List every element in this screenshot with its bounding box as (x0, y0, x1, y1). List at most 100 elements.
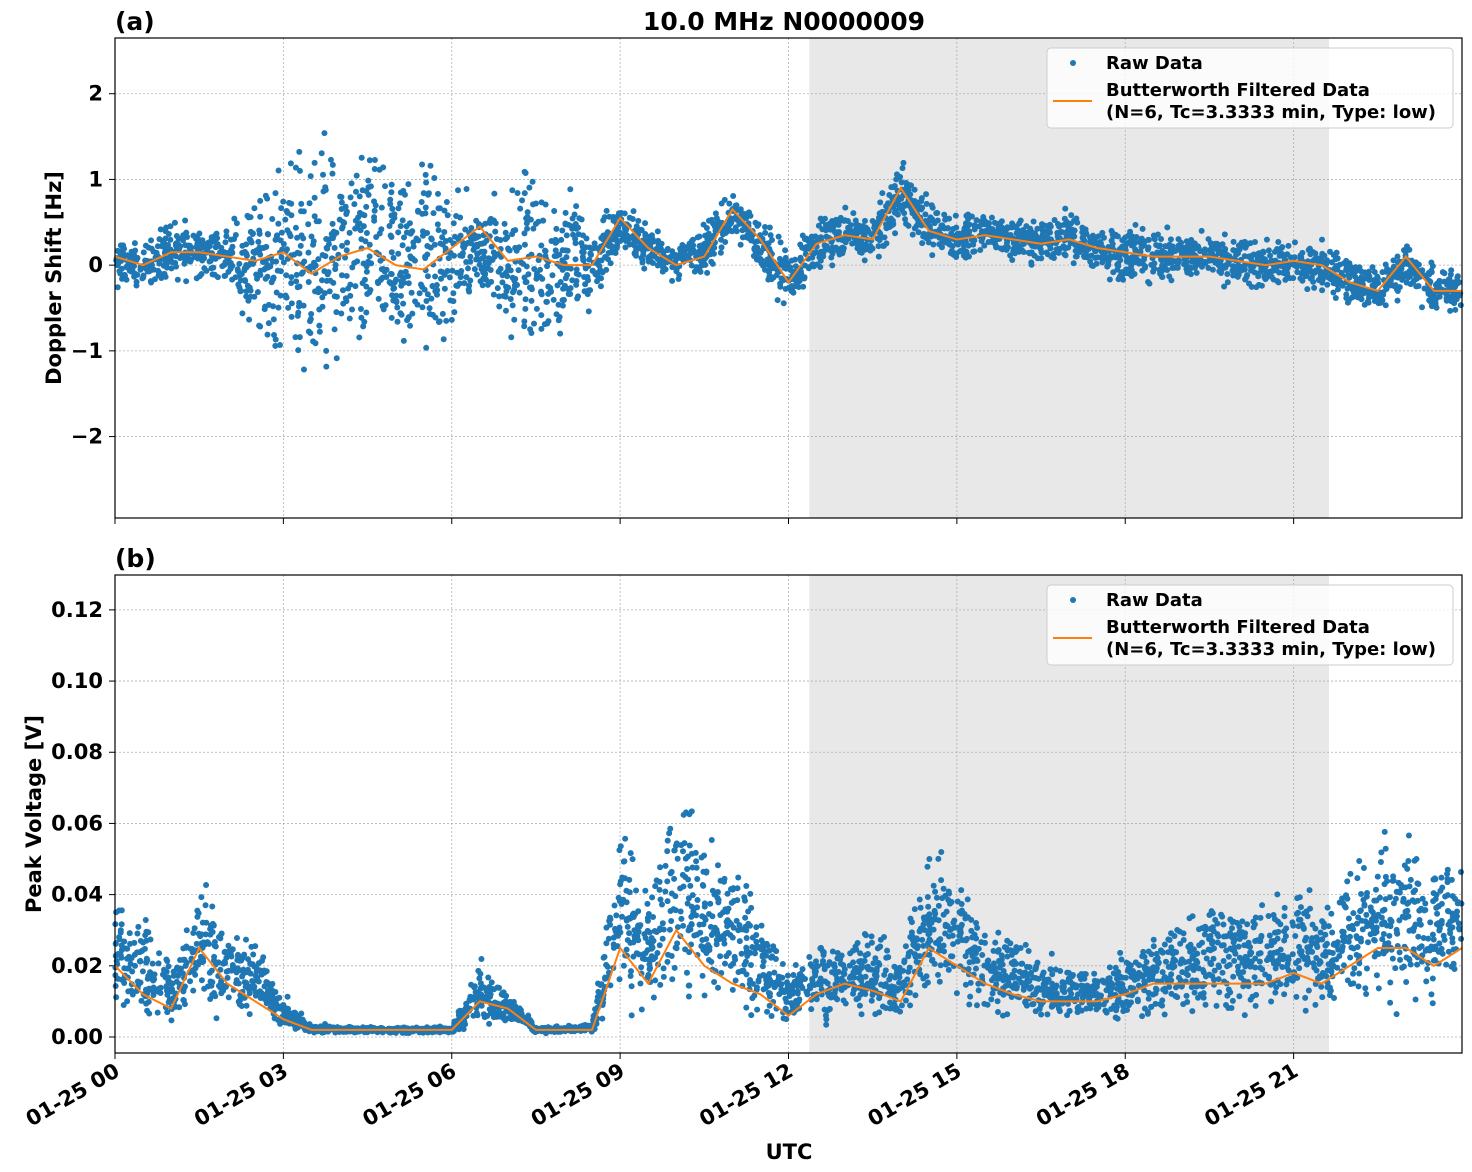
raw-data-point (923, 191, 930, 198)
raw-data-point (583, 235, 590, 242)
raw-data-point (511, 316, 518, 323)
raw-data-point (652, 883, 659, 890)
raw-data-point (693, 864, 700, 871)
raw-data-point (483, 993, 490, 1000)
raw-data-point (613, 912, 620, 919)
raw-data-point (512, 244, 519, 251)
raw-data-point (485, 260, 492, 267)
raw-data-point (1004, 225, 1011, 232)
raw-data-point (1167, 246, 1174, 253)
raw-data-point (252, 943, 259, 950)
raw-data-point (405, 280, 412, 287)
raw-data-point (603, 940, 610, 947)
raw-data-point (888, 184, 895, 191)
raw-data-point (1275, 279, 1282, 286)
raw-data-point (311, 194, 318, 201)
raw-data-point (829, 244, 836, 251)
raw-data-point (390, 254, 397, 261)
raw-data-point (552, 247, 559, 254)
raw-data-point (1263, 273, 1270, 280)
raw-data-point (849, 240, 856, 247)
raw-data-point (664, 837, 671, 844)
raw-data-point (371, 165, 378, 172)
raw-data-point (283, 272, 290, 279)
raw-data-point (1094, 254, 1101, 261)
raw-data-point (162, 228, 169, 235)
raw-data-point (277, 292, 284, 299)
raw-data-point (985, 224, 992, 231)
raw-data-point (1297, 275, 1304, 282)
raw-data-point (679, 871, 686, 878)
raw-data-point (298, 208, 305, 215)
raw-data-point (714, 889, 721, 896)
raw-data-point (501, 220, 508, 227)
raw-data-point (1364, 298, 1371, 305)
raw-data-point (712, 227, 719, 234)
raw-data-point (962, 254, 969, 261)
raw-data-point (618, 913, 625, 920)
raw-data-point (991, 219, 998, 226)
raw-data-point (1241, 261, 1248, 268)
raw-data-point (236, 260, 243, 267)
raw-data-point (963, 212, 970, 219)
raw-data-point (701, 992, 708, 999)
raw-data-point (531, 320, 538, 327)
panel-a-label: (a) (115, 7, 155, 36)
raw-data-point (1191, 245, 1198, 252)
raw-data-point (363, 203, 370, 210)
raw-data-point (1116, 273, 1123, 280)
raw-data-point (1309, 249, 1316, 256)
raw-data-point (664, 958, 671, 965)
raw-data-point (311, 159, 318, 166)
raw-data-point (213, 230, 220, 237)
raw-data-point (718, 236, 725, 243)
raw-data-point (316, 328, 323, 335)
raw-data-point (1255, 281, 1262, 288)
raw-data-point (524, 209, 531, 216)
raw-data-point (909, 231, 916, 238)
legend-raw-label: Raw Data (1106, 53, 1203, 74)
raw-data-point (802, 262, 809, 269)
raw-data-point (714, 932, 721, 939)
raw-data-point (829, 262, 836, 269)
raw-data-point (195, 910, 202, 917)
raw-data-point (1267, 252, 1274, 259)
raw-data-point (113, 994, 120, 1001)
raw-data-point (528, 297, 535, 304)
raw-data-point (525, 1012, 532, 1019)
raw-data-point (531, 266, 538, 273)
raw-data-point (1191, 240, 1198, 247)
raw-data-point (327, 156, 334, 163)
raw-data-point (662, 862, 669, 869)
raw-data-point (337, 193, 344, 200)
raw-data-point (398, 311, 405, 318)
raw-data-point (747, 212, 754, 219)
raw-data-point (1114, 261, 1121, 268)
raw-data-point (853, 221, 860, 228)
raw-data-point (435, 205, 442, 212)
raw-data-point (144, 957, 151, 964)
raw-data-point (715, 896, 722, 903)
raw-data-point (522, 279, 529, 286)
raw-data-point (296, 334, 303, 341)
raw-data-point (683, 969, 690, 976)
raw-data-point (277, 268, 284, 275)
raw-data-point (654, 949, 661, 956)
raw-data-point (861, 257, 868, 264)
raw-data-point (118, 942, 125, 949)
raw-data-point (203, 267, 210, 274)
raw-data-point (946, 241, 953, 248)
raw-data-point (713, 941, 720, 948)
raw-data-point (490, 249, 497, 256)
raw-data-point (673, 945, 680, 952)
raw-data-point (367, 183, 374, 190)
raw-data-point (1061, 221, 1068, 228)
raw-data-point (672, 893, 679, 900)
raw-data-point (694, 896, 701, 903)
raw-data-point (554, 282, 561, 289)
raw-data-point (1122, 234, 1129, 241)
raw-data-point (164, 1009, 171, 1016)
raw-data-point (842, 239, 849, 246)
raw-data-point (351, 201, 358, 208)
raw-data-point (405, 314, 412, 321)
